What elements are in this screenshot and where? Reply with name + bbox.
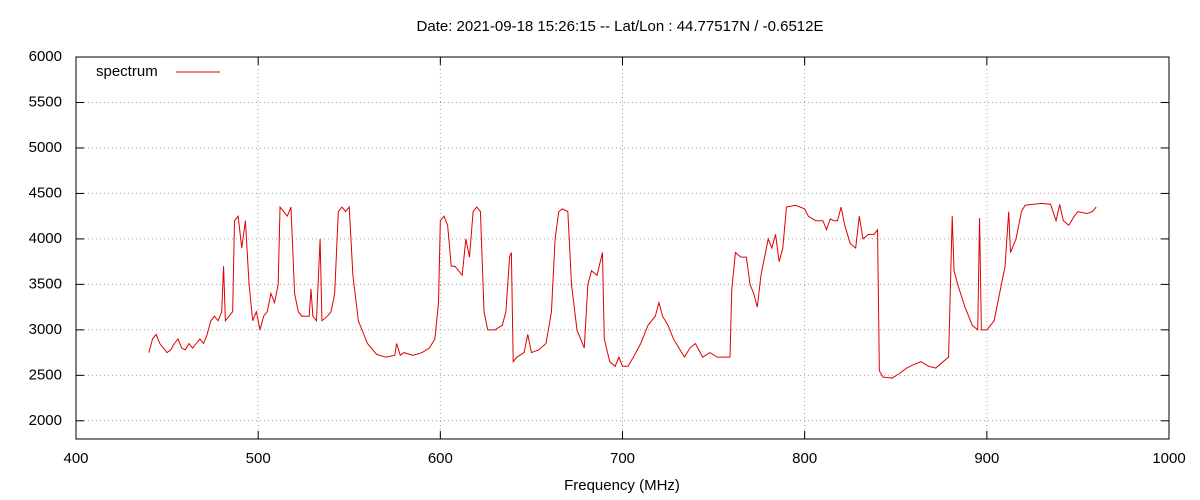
x-tick-label: 800 <box>792 450 817 467</box>
x-tick-label: 700 <box>610 450 635 467</box>
y-tick-label: 6000 <box>29 48 62 65</box>
x-tick-label: 900 <box>974 450 999 467</box>
y-tick-label: 3500 <box>29 275 62 292</box>
x-tick-label: 1000 <box>1152 450 1185 467</box>
x-tick-label: 600 <box>428 450 453 467</box>
series-line <box>148 202 1097 379</box>
x-axis-label: Frequency (MHz) <box>564 477 680 494</box>
x-tick-label: 500 <box>246 450 271 467</box>
y-tick-label: 2000 <box>29 412 62 429</box>
y-tick-label: 4000 <box>29 230 62 247</box>
y-tick-label: 5500 <box>29 93 62 110</box>
legend-label: spectrum <box>96 63 158 80</box>
y-tick-label: 3000 <box>29 321 62 338</box>
y-tick-label: 4500 <box>29 184 62 201</box>
chart-title: Date: 2021-09-18 15:26:15 -- Lat/Lon : 4… <box>417 18 824 35</box>
x-tick-label: 400 <box>63 450 88 467</box>
plot-frame <box>75 56 1170 440</box>
y-tick-label: 2500 <box>29 366 62 383</box>
y-tick-label: 5000 <box>29 139 62 156</box>
